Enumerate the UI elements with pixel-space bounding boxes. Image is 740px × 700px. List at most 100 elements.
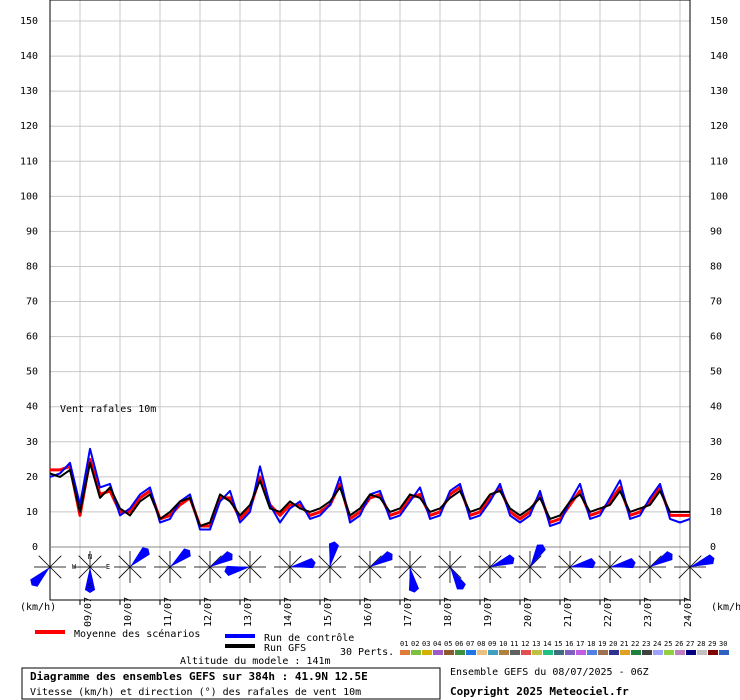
rose-spoke (318, 566, 331, 579)
wind-wedge (130, 547, 150, 567)
y-tick-label: 50 (26, 367, 38, 378)
x-tick-label: 15/07 (323, 597, 334, 627)
title: Diagramme des ensembles GEFS sur 384h : … (30, 670, 368, 683)
y-tick-label: 40 (26, 402, 38, 413)
x-tick-label: 10/07 (123, 597, 134, 627)
y-tick-label-right: 90 (710, 226, 722, 237)
rose-spoke (489, 566, 502, 579)
rose-spoke (409, 566, 422, 579)
rose-spoke (198, 555, 211, 568)
y-tick-label: 10 (26, 507, 38, 518)
wind-wedge (490, 554, 515, 567)
rose-spoke (118, 566, 131, 579)
perturbation-swatch (444, 650, 454, 655)
rose-spoke (449, 555, 462, 568)
perturbation-swatch (499, 650, 509, 655)
rose-spoke (569, 555, 582, 568)
perturbation-label: 11 (510, 640, 518, 648)
rose-spoke (558, 566, 571, 579)
perturbation-swatch (620, 650, 630, 655)
wind-wedge (84, 567, 96, 593)
perturbation-swatch (576, 650, 586, 655)
y-tick-label-right: 110 (710, 156, 728, 167)
wind-wedge (210, 551, 233, 567)
perturbation-label: 02 (411, 640, 419, 648)
y-tick-label-right: 130 (710, 86, 728, 97)
perturbation-swatch (653, 650, 663, 655)
y-tick-label-right: 80 (710, 261, 722, 272)
rose-spoke (649, 566, 662, 579)
perturbation-swatch (686, 650, 696, 655)
x-tick-label: 17/07 (403, 597, 414, 627)
unit-right: (km/h) (711, 602, 740, 613)
rose-spoke (158, 555, 171, 568)
y-tick-label-right: 70 (710, 297, 722, 308)
rose-spoke (518, 566, 531, 579)
perturbation-swatch (488, 650, 498, 655)
perturbation-label: 27 (686, 640, 694, 648)
perturbation-label: 08 (477, 640, 485, 648)
unit-left: (km/h) (20, 602, 56, 613)
y-tick-label: 90 (26, 226, 38, 237)
wind-wedge (530, 544, 546, 567)
x-tick-label: 21/07 (563, 597, 574, 627)
y-tick-label-right: 120 (710, 121, 728, 132)
wind-wedge (328, 541, 339, 567)
rose-spoke (598, 555, 611, 568)
rose-spoke (318, 555, 331, 568)
rose-spoke (398, 555, 411, 568)
perturbation-label: 15 (554, 640, 562, 648)
y-tick-label: 130 (20, 86, 38, 97)
y-tick-label: 150 (20, 16, 38, 27)
perturbation-label: 29 (708, 640, 716, 648)
grid (50, 0, 690, 600)
rose-spoke (489, 555, 502, 568)
rose-spoke (358, 555, 371, 568)
compass-label: N (88, 553, 92, 561)
wind-wedge (290, 558, 316, 569)
perturbation-swatch (675, 650, 685, 655)
rose-spoke (598, 566, 611, 579)
y-tick-label: 70 (26, 297, 38, 308)
rose-spoke (118, 555, 131, 568)
rose-spoke (89, 566, 102, 579)
y-tick-label-right: 10 (710, 507, 722, 518)
y-tick-label: 20 (26, 472, 38, 483)
perturbation-label: 23 (642, 640, 650, 648)
perturbation-swatch (543, 650, 553, 655)
perturbation-label: 10 (499, 640, 507, 648)
perturbation-label: 07 (466, 640, 474, 648)
y-tick-label: 110 (20, 156, 38, 167)
x-tick-label: 23/07 (643, 597, 654, 627)
plot-frame (49, 0, 691, 601)
perturbation-label: 28 (697, 640, 705, 648)
legend-label: Moyenne des scénarios (74, 628, 200, 640)
y-tick-label-right: 100 (710, 191, 728, 202)
rose-spoke (169, 566, 182, 579)
perturbation-label: 04 (433, 640, 441, 648)
perturbation-swatch (664, 650, 674, 655)
wind-wedge (30, 567, 50, 587)
rose-spoke (689, 566, 702, 579)
perturbation-label: 26 (675, 640, 683, 648)
perturbation-swatch (455, 650, 465, 655)
perturbation-label: 13 (532, 640, 540, 648)
y-tick-label: 140 (20, 51, 38, 62)
copyright: Copyright 2025 Meteociel.fr (450, 685, 629, 698)
rose-spoke (638, 566, 651, 579)
rose-spoke (249, 566, 262, 579)
rose-spoke (638, 555, 651, 568)
rose-spoke (238, 566, 251, 579)
perturbation-swatch (554, 650, 564, 655)
perturbation-swatch (587, 650, 597, 655)
rose-spoke (438, 555, 451, 568)
wind-wedge (610, 558, 636, 569)
wind-wedge (650, 551, 673, 567)
wind-wedge (570, 558, 596, 569)
perturbation-label: 19 (598, 640, 606, 648)
perturbation-swatch (411, 650, 421, 655)
perturbation-label: 30 (719, 640, 727, 648)
rose-spoke (78, 566, 91, 579)
rose-spoke (49, 555, 62, 568)
